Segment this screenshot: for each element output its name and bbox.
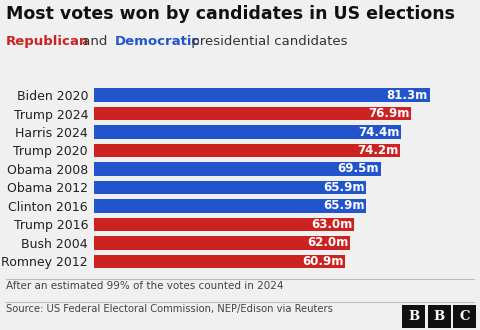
Text: 74.4m: 74.4m [358,125,399,139]
Text: 60.9m: 60.9m [302,255,344,268]
Text: B: B [433,310,445,323]
Text: 76.9m: 76.9m [369,107,410,120]
Bar [94,199,366,213]
Bar [94,255,345,268]
Text: 74.2m: 74.2m [358,144,398,157]
Bar [94,236,350,249]
Text: 65.9m: 65.9m [323,181,364,194]
Text: 62.0m: 62.0m [307,236,348,249]
Text: presidential candidates: presidential candidates [187,35,348,48]
Text: 65.9m: 65.9m [323,199,364,213]
Text: B: B [408,310,420,323]
Bar [94,88,430,102]
Text: 69.5m: 69.5m [338,162,379,176]
Bar [94,181,366,194]
Text: After an estimated 99% of the votes counted in 2024: After an estimated 99% of the votes coun… [6,281,283,291]
Text: Republican: Republican [6,35,89,48]
Text: and: and [78,35,112,48]
Text: Source: US Federal Electoral Commission, NEP/Edison via Reuters: Source: US Federal Electoral Commission,… [6,304,333,314]
Bar [94,162,381,176]
Text: 63.0m: 63.0m [311,218,352,231]
Text: Democratic: Democratic [115,35,200,48]
Bar [94,218,354,231]
Text: 81.3m: 81.3m [387,88,428,102]
Bar [94,144,400,157]
Text: Most votes won by candidates in US elections: Most votes won by candidates in US elect… [6,5,455,23]
Bar [94,125,401,139]
Bar [94,107,411,120]
Text: C: C [459,310,470,323]
